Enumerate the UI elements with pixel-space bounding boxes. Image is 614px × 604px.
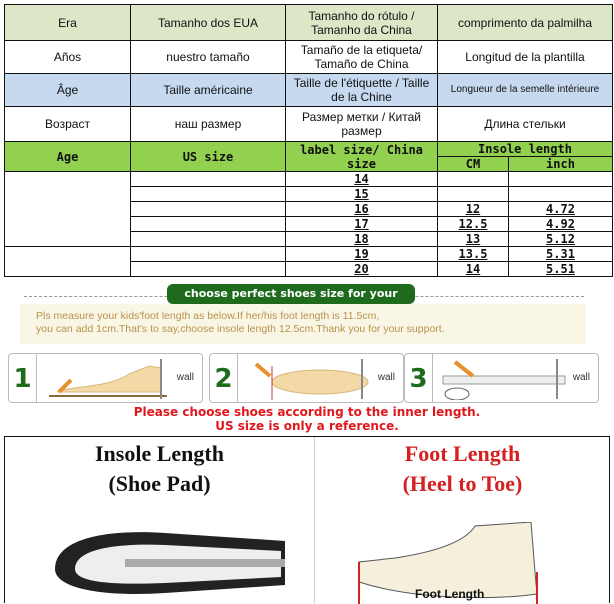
header-row-russian: Возраст наш размер Размер метки / Китай …	[4, 106, 613, 142]
table-row: 20 14 5.51	[5, 261, 613, 277]
china-size-cell: 17	[285, 216, 438, 232]
table-row: 14	[4, 171, 613, 247]
header-row-spanish: Años nuestro tamaño Tamaño de la etiquet…	[4, 40, 613, 74]
china-size-cell: 16	[285, 201, 438, 217]
inch-cell: 4.72	[508, 201, 613, 217]
wall-label: wall	[572, 372, 590, 383]
cm-cell: 13.5	[437, 246, 509, 262]
china-size-cell: 18	[285, 231, 438, 247]
header-cell: Longitud de la plantilla	[437, 40, 613, 74]
china-size-cell: 15	[285, 186, 438, 202]
wall-line	[160, 359, 162, 399]
foot-outline-image	[358, 522, 538, 604]
china-size-cell: 14	[285, 171, 438, 187]
table-row: 19 13.5 5.31	[4, 246, 613, 277]
warning-text: US size is only a reference.	[215, 419, 399, 433]
cm-cell	[437, 186, 509, 202]
guide-note: Pls measure your kids'foot length as bel…	[20, 304, 586, 344]
header-cell: comprimento da palmilha	[437, 4, 613, 41]
measuring-guide: choose perfect shoes size for your child…	[0, 280, 614, 436]
note-line: you can add 1cm.That's to say,choose ins…	[36, 323, 445, 335]
foot-length-label: Foot Length	[415, 587, 485, 601]
wall-line	[361, 359, 363, 399]
header-cell: Tamanho dos EUA	[130, 4, 286, 41]
header-cell: наш размер	[130, 106, 286, 142]
us-size-cell	[130, 216, 286, 232]
us-size-cell	[130, 231, 286, 247]
step-number: 3	[405, 354, 433, 402]
step-3: 3 wall	[404, 353, 599, 403]
foot-side-icon	[49, 365, 167, 397]
header-cell: Длина стельки	[437, 106, 613, 142]
inch-cell: 5.51	[508, 261, 613, 277]
wall-line	[556, 359, 558, 399]
insole-vs-foot-panel: Insole Length (Shoe Pad) Foot Length (He…	[4, 436, 610, 604]
header-cell: Tamanho do rótulo / Tamanho da China	[285, 4, 438, 41]
china-size-cell: 20	[285, 261, 438, 277]
header-cell: Tamaño de la etiqueta/ Tamaño de China	[285, 40, 438, 74]
header-label-size: label size/ China size	[285, 141, 438, 172]
us-size-cell	[130, 201, 286, 217]
age-cell	[4, 171, 131, 247]
cm-cell: 12.5	[437, 216, 509, 232]
warning-text: Please choose shoes according to the inn…	[133, 405, 481, 419]
cm-cell: 13	[437, 231, 509, 247]
header-cell: Años	[4, 40, 131, 74]
inch-cell: 5.31	[508, 246, 613, 262]
header-cell: Era	[4, 4, 131, 41]
header-row-portuguese: Era Tamanho dos EUA Tamanho do rótulo / …	[4, 4, 613, 41]
age-cell	[4, 246, 131, 277]
cm-cell: 14	[437, 261, 509, 277]
step-number: 2	[210, 354, 238, 402]
header-cell: Taille américaine	[130, 73, 286, 107]
header-row-french: Âge Taille américaine Taille de l'étique…	[4, 73, 613, 107]
header-cell: nuestro tamaño	[130, 40, 286, 74]
us-size-cell	[130, 261, 286, 277]
inch-cell: 5.12	[508, 231, 613, 247]
panel-divider	[314, 437, 315, 603]
wall-label: wall	[377, 372, 395, 383]
header-age: Age	[4, 141, 131, 172]
header-cell: Taille de l'étiquette / Taille de la Chi…	[285, 73, 438, 107]
insole-subtitle: (Shoe Pad)	[108, 471, 211, 496]
step-number: 1	[9, 354, 37, 402]
header-cell: Âge	[4, 73, 131, 107]
foot-top-icon	[254, 362, 369, 400]
step-2: 2 wall	[209, 353, 404, 403]
header-inch: inch	[508, 156, 613, 172]
header-cell: Размер метки / Китай размер	[285, 106, 438, 142]
shoe-insole-image	[55, 532, 285, 594]
header-cm: CM	[437, 156, 509, 172]
foot-title: Foot Length	[404, 441, 521, 466]
header-row-english: Age US size label size/ China size Insol…	[4, 141, 613, 172]
inch-cell: 4.92	[508, 216, 613, 232]
header-insole-length: Insole length	[437, 141, 613, 157]
china-size-cell: 19	[285, 246, 438, 262]
insole-title: Insole Length	[95, 441, 224, 466]
guide-title: choose perfect shoes size for your child…	[167, 284, 415, 320]
header-subrow: CM inch	[5, 156, 613, 172]
inch-cell	[508, 171, 613, 187]
header-cell: Longueur de la semelle intérieure	[437, 73, 613, 107]
us-size-cell	[130, 171, 286, 187]
us-size-cell	[130, 186, 286, 202]
inch-cell	[508, 186, 613, 202]
step-1: 1 wall	[8, 353, 203, 403]
table-row: 17 12.5 4.92	[5, 216, 613, 232]
note-line: Pls measure your kids'foot length as bel…	[36, 310, 380, 322]
foot-subtitle: (Heel to Toe)	[402, 471, 523, 496]
header-us-size: US size	[130, 141, 286, 172]
ruler-icon	[442, 360, 566, 400]
wall-label: wall	[176, 372, 194, 383]
us-size-cell	[130, 246, 286, 262]
cm-cell	[437, 171, 509, 187]
size-chart-table: Era Tamanho dos EUA Tamanho do rótulo / …	[4, 4, 613, 277]
cm-cell: 12	[437, 201, 509, 217]
header-cell: Возраст	[4, 106, 131, 142]
